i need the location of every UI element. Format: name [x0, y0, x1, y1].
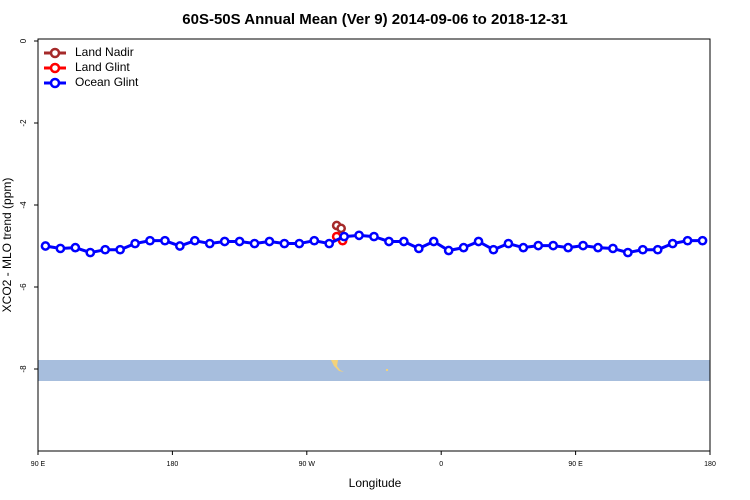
y-tick-label: -8: [19, 365, 28, 373]
point: [219, 236, 230, 247]
x-tick-label: 180: [704, 461, 716, 468]
x-tick-label: 180: [167, 461, 179, 468]
point: [533, 240, 544, 251]
point: [55, 243, 66, 254]
point: [503, 238, 514, 249]
point: [204, 238, 215, 249]
point: [473, 236, 484, 247]
x-tick-label: 90 E: [31, 461, 46, 468]
point: [40, 241, 51, 251]
point: [548, 240, 559, 251]
x-tick-label: 90 W: [299, 461, 316, 468]
point: [145, 235, 155, 246]
point: [458, 242, 469, 253]
point: [563, 242, 573, 253]
point: [70, 242, 81, 253]
point: [578, 240, 588, 251]
point: [593, 242, 603, 253]
point: [682, 235, 693, 246]
land: [331, 360, 344, 372]
chart-title: 60S-50S Annual Mean (Ver 9) 2014-09-06 t…: [182, 11, 567, 28]
point: [85, 247, 96, 258]
x-tick-label: 90 E: [568, 461, 583, 468]
point: [264, 236, 275, 247]
point: [130, 238, 140, 249]
y-tick-label: -2: [19, 119, 28, 127]
legend-label: Land Nadir: [75, 45, 134, 59]
point: [115, 244, 125, 255]
point: [336, 223, 346, 234]
x-tick-label: 0: [439, 461, 443, 468]
point: [354, 230, 364, 241]
point: [309, 235, 320, 246]
point: [249, 238, 260, 249]
point: [637, 244, 648, 255]
point: [428, 236, 439, 247]
point: [443, 245, 454, 256]
point: [175, 241, 185, 251]
legend-marker: [49, 62, 61, 74]
point: [100, 244, 111, 255]
point: [518, 242, 529, 253]
legend-marker: [49, 77, 61, 89]
legend-label: Ocean Glint: [75, 75, 139, 89]
point: [160, 235, 170, 246]
point: [652, 244, 663, 255]
point: [384, 236, 394, 247]
map-strip: [38, 360, 710, 381]
legend-label: Land Glint: [75, 60, 130, 74]
y-tick-label: -4: [19, 201, 28, 209]
point: [279, 238, 290, 249]
y-tick-label: 0: [19, 38, 28, 43]
point: [399, 236, 409, 247]
point: [339, 231, 349, 242]
point: [369, 231, 379, 242]
point: [667, 238, 678, 249]
point: [189, 235, 200, 246]
plot-frame: [37, 38, 711, 452]
y-axis-label: XCO2 - MLO trend (ppm): [0, 178, 14, 313]
x-axis-label: Longitude: [349, 476, 402, 490]
point: [413, 243, 424, 254]
point: [234, 236, 245, 247]
point: [623, 247, 633, 258]
point: [488, 244, 499, 255]
point: [324, 238, 335, 249]
y-tick-label: -6: [19, 283, 28, 291]
land: [386, 369, 388, 371]
legend-marker: [49, 47, 61, 59]
point: [697, 235, 708, 246]
point: [294, 238, 305, 249]
point: [608, 243, 618, 254]
